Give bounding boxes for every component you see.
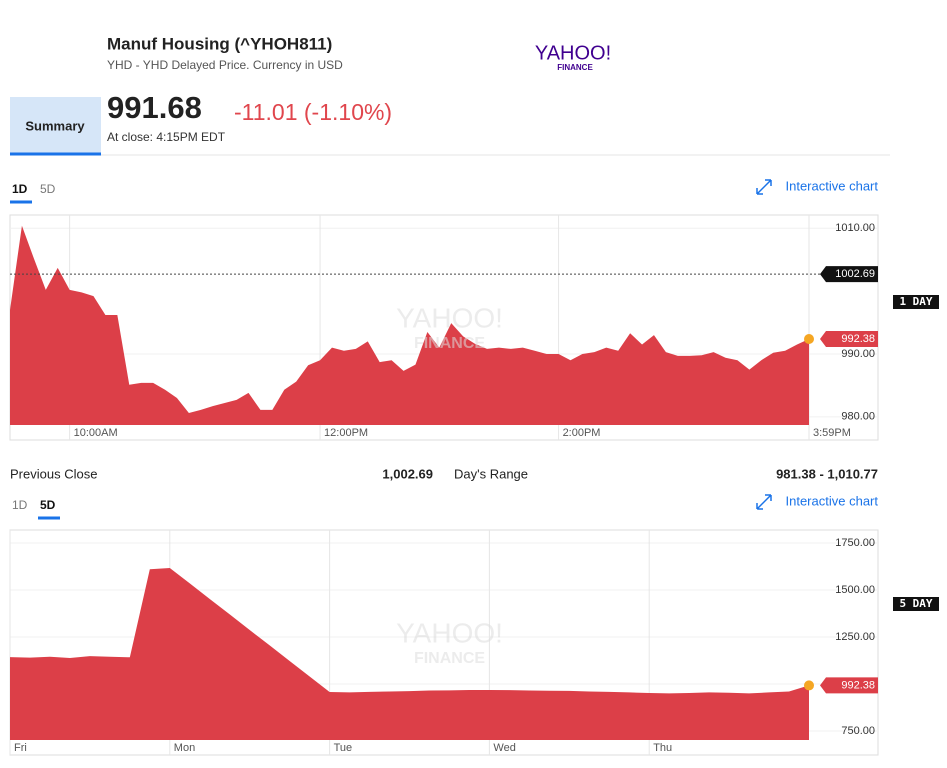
close-time: At close: 4:15PM EDT [107,130,226,144]
y-tick-label: 1500.00 [835,584,875,596]
x-tick-label: Fri [14,742,27,754]
x-tick-label: Thu [653,742,672,754]
interactive-chart-link[interactable]: Interactive chart [786,493,879,508]
y-tick-label: 980.00 [841,411,875,423]
last-price-dot [804,333,814,344]
range-tab[interactable]: 1D [12,498,28,512]
x-tick-label: 3:59PM [813,427,851,439]
x-tick-label: Wed [493,742,515,754]
stats-mask [0,481,900,495]
previous-close-tag [820,266,878,283]
area [10,567,809,740]
y-tick-label: 1250.00 [835,631,875,643]
expand-icon[interactable] [756,179,772,195]
y-tick-label: 750.00 [841,725,875,737]
subtitle: YHD - YHD Delayed Price. Currency in USD [107,58,343,72]
change: -11.01 (-1.10%) [234,99,392,125]
interactive-chart-link[interactable]: Interactive chart [786,178,879,193]
range-tab[interactable]: 5D [40,498,56,512]
stat-value: 1,002.69 [382,466,433,481]
last-price-tag [820,330,878,347]
tab-bg[interactable] [10,97,101,154]
x-tick-label: Tue [334,742,353,754]
y-tick-label: 1010.00 [835,222,875,234]
range-tab[interactable]: 5D [40,182,56,196]
watermark-sub: FINANCE [414,335,485,352]
side-label-bg [893,597,939,611]
y-tick-label: 990.00 [841,348,875,360]
range-tab[interactable]: 1D [12,182,28,196]
watermark-sub: FINANCE [414,650,485,667]
expand-icon[interactable] [756,494,772,510]
previous-close-label: 1002.69 [835,268,875,280]
stat-value: 981.38 - 1,010.77 [776,466,878,481]
price: 991.68 [107,90,202,125]
logo-sub: FINANCE [557,63,593,72]
x-tick-label: 2:00PM [563,427,601,439]
side-label: 5 DAY [899,597,932,610]
x-tick-label: 12:00PM [324,427,368,439]
x-tick-label: Mon [174,742,195,754]
logo[interactable]: YAHOO! [535,42,611,64]
stat-label: Previous Close [10,466,97,481]
watermark: YAHOO! [396,617,503,648]
x-tick-label: 10:00AM [74,427,118,439]
watermark: YAHOO! [396,302,503,333]
y-tick-label: 1750.00 [835,537,875,549]
tab-label[interactable]: Summary [25,118,85,133]
area [10,225,809,425]
last-price-label: 992.38 [841,679,875,691]
stat-label: Day's Range [454,466,528,481]
side-label: 1 DAY [899,295,932,308]
last-price-dot [804,680,814,691]
side-label-bg [893,295,939,309]
title: Manuf Housing (^YHOH811) [107,34,332,53]
last-price-label: 992.38 [841,333,875,345]
last-price-tag [820,677,878,694]
